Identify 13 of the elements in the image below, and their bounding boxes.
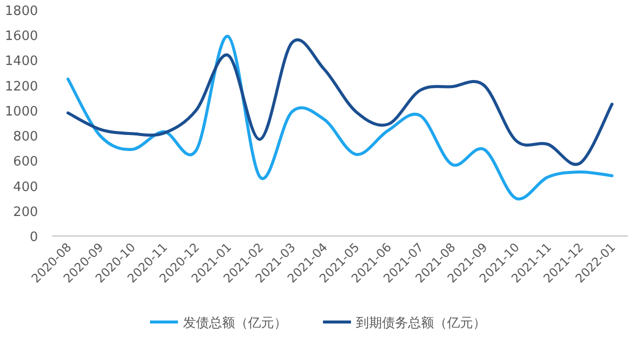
legend-label: 到期债务总额（亿元） bbox=[356, 316, 486, 331]
legend-label: 发债总额（亿元） bbox=[183, 316, 287, 331]
y-tick-label: 800 bbox=[13, 130, 38, 145]
y-tick-label: 600 bbox=[13, 154, 38, 170]
y-tick-label: 1800 bbox=[4, 4, 38, 19]
y-tick-label: 1000 bbox=[4, 104, 38, 120]
y-tick-label: 400 bbox=[13, 180, 38, 195]
line-series bbox=[66, 34, 614, 200]
y-tick-label: 1400 bbox=[4, 54, 38, 70]
y-tick-label: 1200 bbox=[4, 79, 38, 94]
y-tick-label: 1600 bbox=[4, 29, 38, 44]
y-tick-label: 0 bbox=[30, 230, 38, 245]
y-tick-label: 200 bbox=[13, 204, 38, 220]
